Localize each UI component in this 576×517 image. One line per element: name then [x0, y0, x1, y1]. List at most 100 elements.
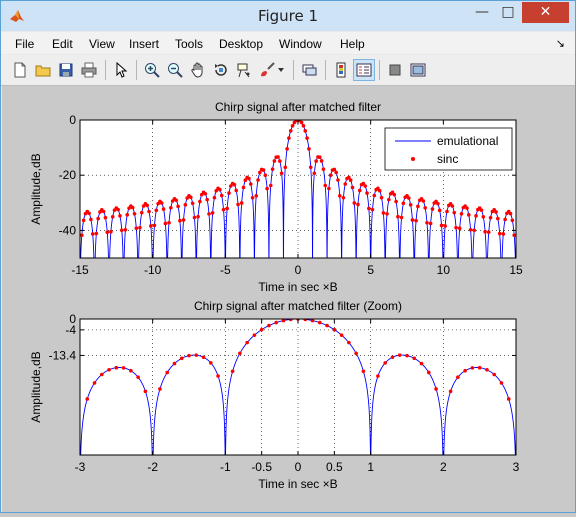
data-point	[456, 375, 460, 380]
data-point	[319, 159, 324, 163]
data-point	[96, 216, 100, 221]
data-point	[103, 215, 108, 220]
save-icon[interactable]	[55, 59, 77, 81]
link-icon[interactable]	[298, 59, 320, 81]
data-point	[354, 351, 358, 356]
data-point	[423, 205, 427, 210]
data-point	[385, 212, 389, 216]
data-point	[203, 191, 208, 196]
pointer-icon[interactable]	[110, 59, 132, 81]
data-point	[94, 231, 99, 236]
x-tick-label: 2	[440, 460, 447, 474]
data-point	[485, 368, 489, 372]
data-point	[408, 203, 413, 207]
x-tick-label: -3	[75, 460, 86, 474]
close-button[interactable]: ✕	[522, 2, 569, 23]
figure-toolbar	[1, 55, 575, 86]
x-tick-label: -2	[147, 460, 158, 474]
data-point	[201, 355, 206, 360]
menu-window[interactable]: Window	[279, 37, 322, 51]
data-point	[90, 232, 95, 236]
chart-title: Chirp signal after matched filter (Zoom)	[194, 299, 402, 313]
rotate-3d-icon[interactable]	[210, 59, 232, 81]
data-point	[143, 389, 148, 394]
menu-tools[interactable]: Tools	[175, 37, 204, 51]
data-point	[477, 365, 482, 370]
data-point	[357, 188, 362, 193]
data-point	[305, 136, 309, 140]
data-point	[163, 221, 168, 226]
data-point	[445, 209, 449, 214]
data-point	[499, 381, 504, 385]
data-point	[410, 218, 415, 222]
data-point	[245, 340, 249, 345]
menu-desktop[interactable]: Desktop	[219, 37, 264, 51]
legend-box	[384, 127, 513, 171]
data-point	[439, 223, 444, 228]
window-title: Figure 1	[257, 7, 319, 25]
data-point	[361, 181, 366, 186]
data-point	[114, 365, 119, 370]
data-point	[336, 178, 340, 182]
hide-plot-tools-icon[interactable]	[384, 59, 406, 81]
brush-icon[interactable]	[256, 59, 278, 81]
zoom-out-icon[interactable]	[164, 59, 186, 81]
data-point	[196, 214, 200, 219]
show-plot-tools-icon[interactable]	[407, 59, 429, 81]
brush-dropdown-icon[interactable]	[276, 59, 286, 81]
x-tick-label: 1	[367, 460, 374, 474]
print-icon[interactable]	[78, 59, 100, 81]
colorbar-icon[interactable]	[330, 59, 352, 81]
data-point	[352, 201, 357, 205]
x-tick-label: 15	[509, 263, 523, 277]
data-point	[321, 167, 326, 171]
minimize-button[interactable]: —	[475, 4, 489, 20]
menu-edit[interactable]: Edit	[52, 37, 73, 51]
data-point	[243, 178, 248, 183]
data-point	[132, 211, 137, 216]
menu-file[interactable]: File	[15, 37, 35, 51]
data-point	[347, 175, 351, 180]
data-point	[347, 340, 351, 345]
data-point	[488, 215, 493, 220]
legend-icon[interactable]	[353, 59, 375, 81]
open-file-icon[interactable]	[32, 59, 54, 81]
data-cursor-icon[interactable]	[233, 59, 255, 81]
data-point	[159, 201, 164, 205]
data-point	[348, 178, 353, 183]
data-point	[139, 210, 144, 215]
data-point	[247, 176, 251, 181]
data-point	[87, 211, 91, 216]
toolbar-separator	[105, 60, 106, 80]
data-point	[145, 203, 150, 208]
data-point	[250, 195, 255, 200]
data-point	[154, 208, 159, 213]
dock-arrow-icon[interactable]: ↘	[555, 38, 565, 50]
menu-insert[interactable]: Insert	[129, 37, 160, 51]
y-tick-label: -40	[59, 223, 77, 237]
data-point	[241, 185, 246, 190]
data-point	[454, 225, 458, 230]
data-point	[356, 202, 360, 207]
toolbar-separator	[136, 60, 137, 80]
menu-view[interactable]: View	[89, 37, 115, 51]
title-bar[interactable]: Figure 1 — □ ✕	[1, 1, 575, 31]
data-point	[147, 209, 151, 214]
data-point	[425, 221, 429, 225]
data-point	[372, 193, 377, 198]
data-point	[258, 170, 262, 175]
menu-help[interactable]: Help	[340, 37, 365, 51]
data-point	[80, 233, 84, 237]
data-point	[130, 205, 135, 210]
data-point	[401, 201, 406, 206]
zoom-in-icon[interactable]	[141, 59, 163, 81]
new-figure-icon[interactable]	[9, 59, 31, 81]
data-point	[176, 204, 180, 209]
data-point	[248, 182, 253, 186]
data-point	[365, 191, 369, 195]
maximize-button[interactable]: □	[501, 4, 515, 20]
data-point	[212, 195, 217, 200]
pan-icon[interactable]	[187, 59, 209, 81]
figure-canvas: -15 -10 -5 0 5 10 15 0 -20 -40 Chirp signal after …	[2, 86, 575, 512]
data-point	[301, 124, 306, 128]
